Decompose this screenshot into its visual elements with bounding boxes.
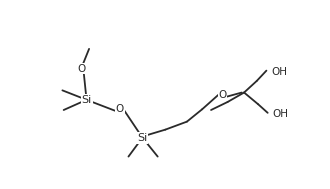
Text: O: O	[77, 64, 85, 74]
Text: O: O	[115, 104, 124, 114]
Text: Si: Si	[137, 133, 148, 143]
Text: Si: Si	[82, 95, 92, 105]
Text: OH: OH	[271, 67, 287, 77]
Text: O: O	[218, 91, 227, 100]
Text: OH: OH	[272, 109, 288, 119]
